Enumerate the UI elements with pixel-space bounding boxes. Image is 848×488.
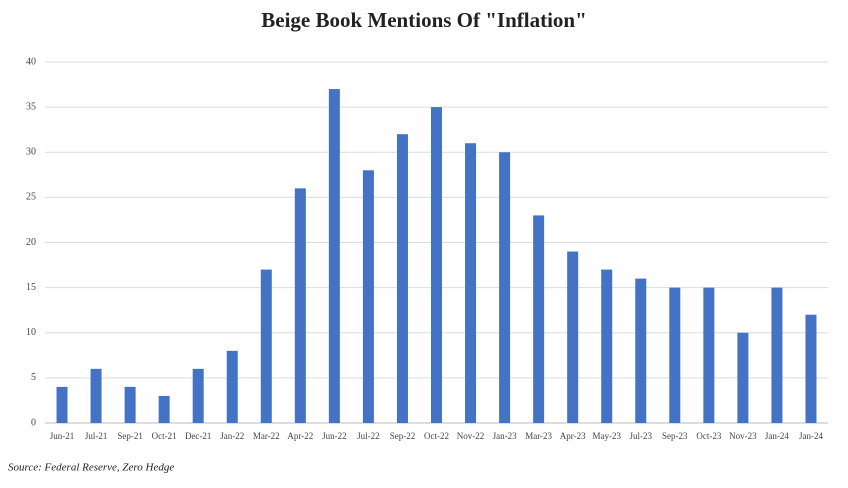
bar	[124, 386, 136, 423]
bar	[465, 143, 477, 423]
x-tick-label: Jul-23	[630, 431, 653, 441]
y-tick-label: 15	[26, 282, 36, 293]
x-tick-label: Jan-23	[493, 431, 517, 441]
x-tick-label: Jun-21	[50, 431, 75, 441]
x-tick-label: Oct-22	[424, 431, 449, 441]
x-tick-label: Jan-24	[799, 431, 823, 441]
x-tick-label: Sep-22	[390, 431, 416, 441]
x-tick-label: Jul-22	[357, 431, 380, 441]
x-tick-label: Nov-22	[457, 431, 485, 441]
bar	[771, 287, 783, 423]
bar	[294, 188, 306, 423]
x-tick-label: Jun-22	[322, 431, 347, 441]
bar	[226, 350, 238, 423]
bar	[192, 368, 204, 423]
y-tick-label: 35	[26, 101, 36, 112]
chart-title: Beige Book Mentions Of "Inflation"	[261, 8, 587, 32]
bar	[499, 152, 511, 423]
bar	[396, 134, 408, 423]
bar	[635, 278, 647, 423]
x-tick-label: Mar-22	[253, 431, 280, 441]
bar	[805, 314, 817, 423]
x-tick-label: Jan-24	[765, 431, 789, 441]
bar	[703, 287, 715, 423]
y-tick-label: 20	[26, 237, 36, 248]
x-tick-label: Dec-21	[185, 431, 212, 441]
bar	[90, 368, 102, 423]
x-tick-label: Apr-22	[287, 431, 313, 441]
bar	[567, 251, 579, 423]
y-tick-label: 25	[26, 192, 36, 203]
bar	[56, 386, 68, 423]
y-tick-label: 40	[26, 56, 36, 67]
source-note: Source: Federal Reserve, Zero Hedge	[8, 462, 174, 474]
y-tick-label: 5	[31, 372, 36, 383]
bar	[260, 269, 272, 423]
bar	[601, 269, 613, 423]
y-tick-label: 30	[26, 147, 36, 158]
x-tick-label: Jan-22	[220, 431, 244, 441]
bar	[533, 215, 545, 423]
y-tick-label: 10	[26, 327, 36, 338]
bar	[669, 287, 681, 423]
bar	[158, 395, 170, 423]
bar	[737, 332, 749, 423]
x-tick-label: Jul-21	[85, 431, 108, 441]
x-tick-label: Oct-21	[152, 431, 177, 441]
bar	[431, 107, 442, 423]
bar	[362, 170, 374, 423]
x-tick-label: Sep-23	[662, 431, 688, 441]
x-tick-label: Apr-23	[560, 431, 586, 441]
y-tick-label: 0	[31, 417, 36, 428]
x-tick-label: Mar-23	[525, 431, 552, 441]
x-tick-label: May-23	[592, 431, 621, 441]
x-tick-label: Sep-21	[117, 431, 143, 441]
bar	[328, 89, 340, 423]
x-tick-label: Nov-23	[729, 431, 757, 441]
x-tick-label: Oct-23	[696, 431, 721, 441]
